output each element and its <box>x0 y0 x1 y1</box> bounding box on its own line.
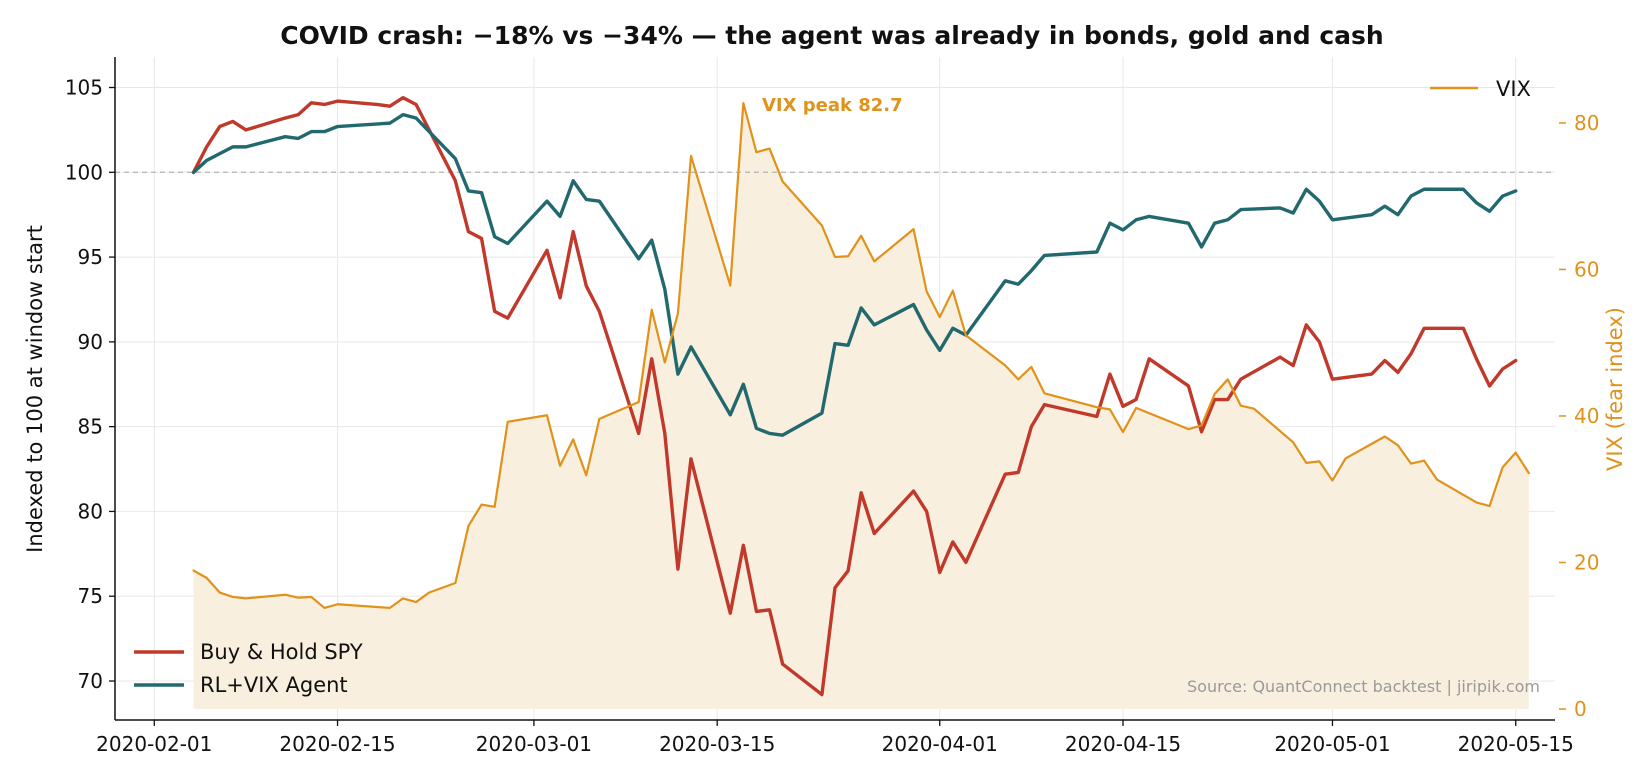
vix-peak-annotation: VIX peak 82.7 <box>762 95 903 116</box>
y-tick-label: 80 <box>78 499 103 523</box>
x-tick-label: 2020-03-15 <box>659 732 775 756</box>
tick-labels: 2020-02-01 2020-02-15 2020-03-01 2020-03-15… <box>65 76 1600 756</box>
y-tick-label: 105 <box>65 76 103 100</box>
legend-label-agent: RL+VIX Agent <box>200 673 348 697</box>
y-tick-label: 90 <box>78 330 103 354</box>
vix-area <box>193 103 1529 710</box>
x-tick-label: 2020-04-15 <box>1065 732 1181 756</box>
source-note: Source: QuantConnect backtest | jiripik.… <box>1187 677 1540 696</box>
y2-tick-label: 40 <box>1574 404 1599 428</box>
x-tick-label: 2020-02-01 <box>96 732 212 756</box>
chart-title: COVID crash: −18% vs −34% — the agent wa… <box>280 21 1383 50</box>
series-lines <box>191 95 1530 697</box>
y2-tick-label: 20 <box>1574 550 1599 574</box>
y-tick-label: 95 <box>78 245 103 269</box>
y-tick-label: 100 <box>65 160 103 184</box>
legend-left: Buy & Hold SPY RL+VIX Agent <box>134 640 363 697</box>
vix-line <box>192 102 1530 610</box>
x-tick-label: 2020-02-15 <box>279 732 395 756</box>
x-tick-label: 2020-03-01 <box>476 732 592 756</box>
y2-tick-label: 80 <box>1574 111 1599 135</box>
y-tick-label: 85 <box>78 415 103 439</box>
axes <box>109 57 1566 726</box>
y2-tick-label: 60 <box>1574 257 1599 281</box>
vix-area-fill <box>193 103 1529 710</box>
legend-label-vix: VIX <box>1496 77 1531 101</box>
y2-tick-label: 0 <box>1574 697 1587 721</box>
y-axis-title: Indexed to 100 at window start <box>23 225 47 553</box>
agent-line <box>191 112 1518 437</box>
y-tick-label: 70 <box>78 669 103 693</box>
legend-right: VIX <box>1430 77 1531 101</box>
x-tick-label: 2020-04-01 <box>882 732 998 756</box>
legend-label-spy: Buy & Hold SPY <box>200 640 363 664</box>
y-tick-label: 75 <box>78 584 103 608</box>
spy-line <box>191 95 1518 697</box>
y2-axis-title: VIX (fear index) <box>1603 307 1627 471</box>
x-tick-label: 2020-05-01 <box>1274 732 1390 756</box>
x-tick-label: 2020-05-15 <box>1458 732 1574 756</box>
